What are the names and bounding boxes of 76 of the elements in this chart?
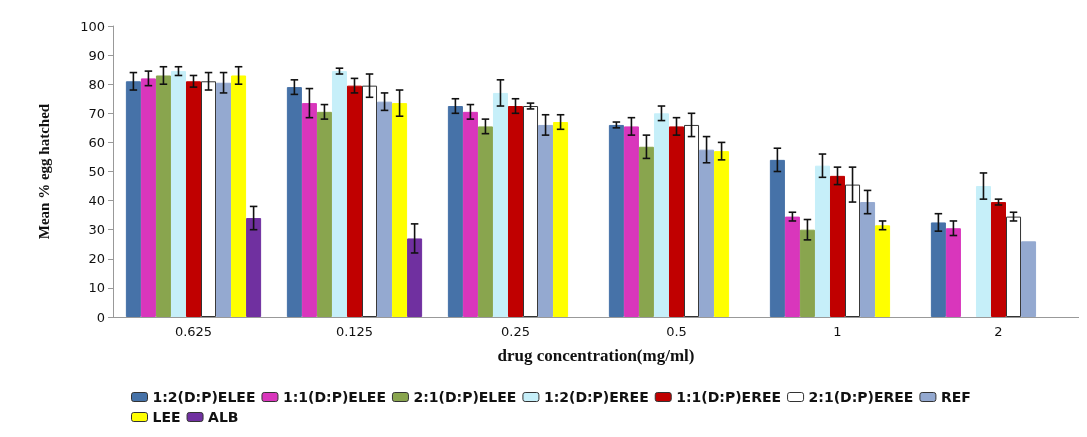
y-tick-label: 40 [88,193,105,209]
bar [216,82,232,317]
bar [1006,216,1022,317]
bar [538,124,554,317]
y-tick-label: 0 [96,309,105,325]
bar [185,81,202,317]
bar [155,75,171,317]
bar [623,126,639,317]
bar [392,103,408,317]
bar [246,218,262,317]
bar [316,111,332,317]
bar [462,111,478,317]
bar [231,75,247,317]
bar [653,113,669,317]
y-tick-label: 30 [88,222,105,238]
x-tick-label: 0.25 [501,324,530,339]
bar [477,126,493,317]
bar [377,101,393,317]
bar [860,202,876,317]
bar [975,186,991,317]
x-tick-label: 0.625 [174,324,213,339]
bar [331,71,347,317]
bar [769,159,785,317]
bar [125,81,141,317]
legend-label: 1:2(D:P)EREE [543,389,649,405]
bar [407,238,423,317]
bar [945,228,961,317]
bar [875,225,891,317]
y-tick-label: 80 [88,76,105,92]
x-tick-label: 0.125 [335,324,374,339]
bar [507,106,524,317]
bar [814,165,830,317]
legend-label: 2:1(D:P)ELEE [413,389,517,405]
bar [829,175,846,317]
bar [170,71,186,317]
bar [362,85,378,317]
legend-label: 1:1(D:P)EREE [676,389,782,405]
bar [140,78,156,317]
bar [447,106,463,317]
bar [201,81,217,317]
bar [553,122,569,317]
bar [492,92,508,317]
bar [684,124,700,317]
x-tick-label: 2 [994,324,1003,339]
bar [799,229,815,317]
y-tick-label: 90 [88,47,105,63]
bar [784,216,800,317]
x-tick-label: 1 [833,324,842,339]
y-axis-title: Mean % egg hatched [35,103,52,240]
legend-label: 1:2(D:P)ELEE [152,389,256,405]
bar [523,106,539,317]
bar [845,184,861,317]
y-tick-label: 60 [88,134,105,150]
y-tick-label: 100 [80,18,105,34]
y-tick-label: 50 [88,164,105,179]
legend-label: 1:1(D:P)ELEE [282,389,386,405]
bar [990,202,1007,317]
legend-label: ALB [208,409,239,425]
y-tick-label: 70 [88,105,105,121]
y-tick-label: 20 [88,251,105,267]
legend-label: REF [940,389,971,405]
legend-label: LEE [152,409,181,425]
bar [930,222,946,317]
bar [638,146,654,317]
bar [714,151,730,317]
bar [1021,241,1037,317]
x-tick-label: 0.5 [666,324,687,339]
bar [346,85,363,317]
y-tick-label: 10 [88,280,105,296]
bar [301,103,317,317]
bar [699,149,715,317]
bar [608,124,624,317]
bar [668,126,685,317]
x-axis-title: drug concentration(mg/ml) [497,346,695,365]
bar [286,87,302,317]
legend-label: 2:1(D:P)EREE [808,389,914,405]
